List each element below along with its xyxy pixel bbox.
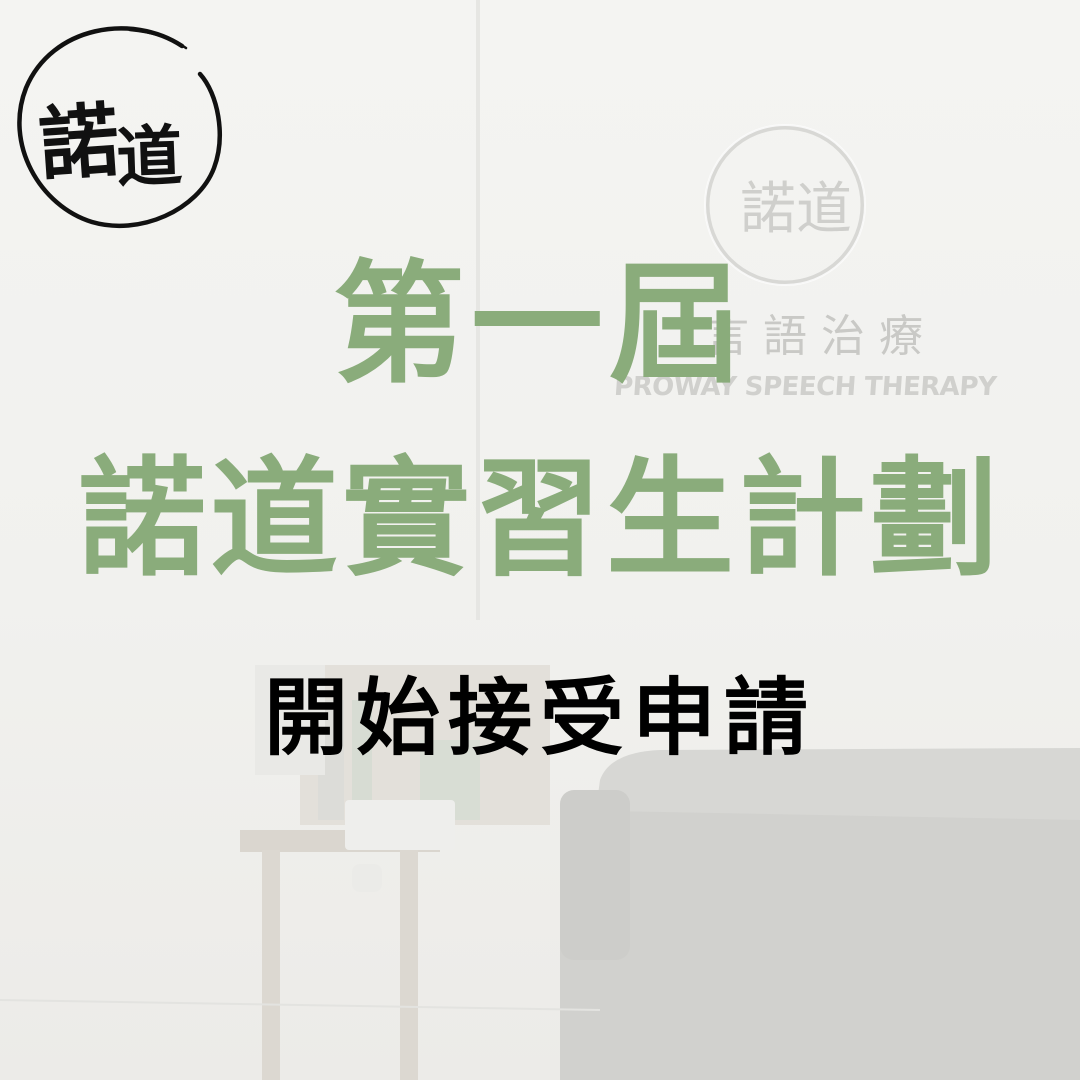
wall-sign-chinese: 言語治療: [705, 311, 937, 362]
svg-text:道: 道: [115, 117, 184, 197]
headline-line-2: 諾道實習生計劃: [77, 445, 1002, 594]
subtitle-applications-open: 開始接受申請: [263, 669, 816, 767]
svg-text:諾道: 諾道: [740, 177, 852, 242]
headline-line-1: 第一屆: [333, 248, 747, 402]
brush-circle-logo-icon: 諾 道: [12, 18, 228, 230]
svg-text:諾: 諾: [36, 93, 122, 192]
